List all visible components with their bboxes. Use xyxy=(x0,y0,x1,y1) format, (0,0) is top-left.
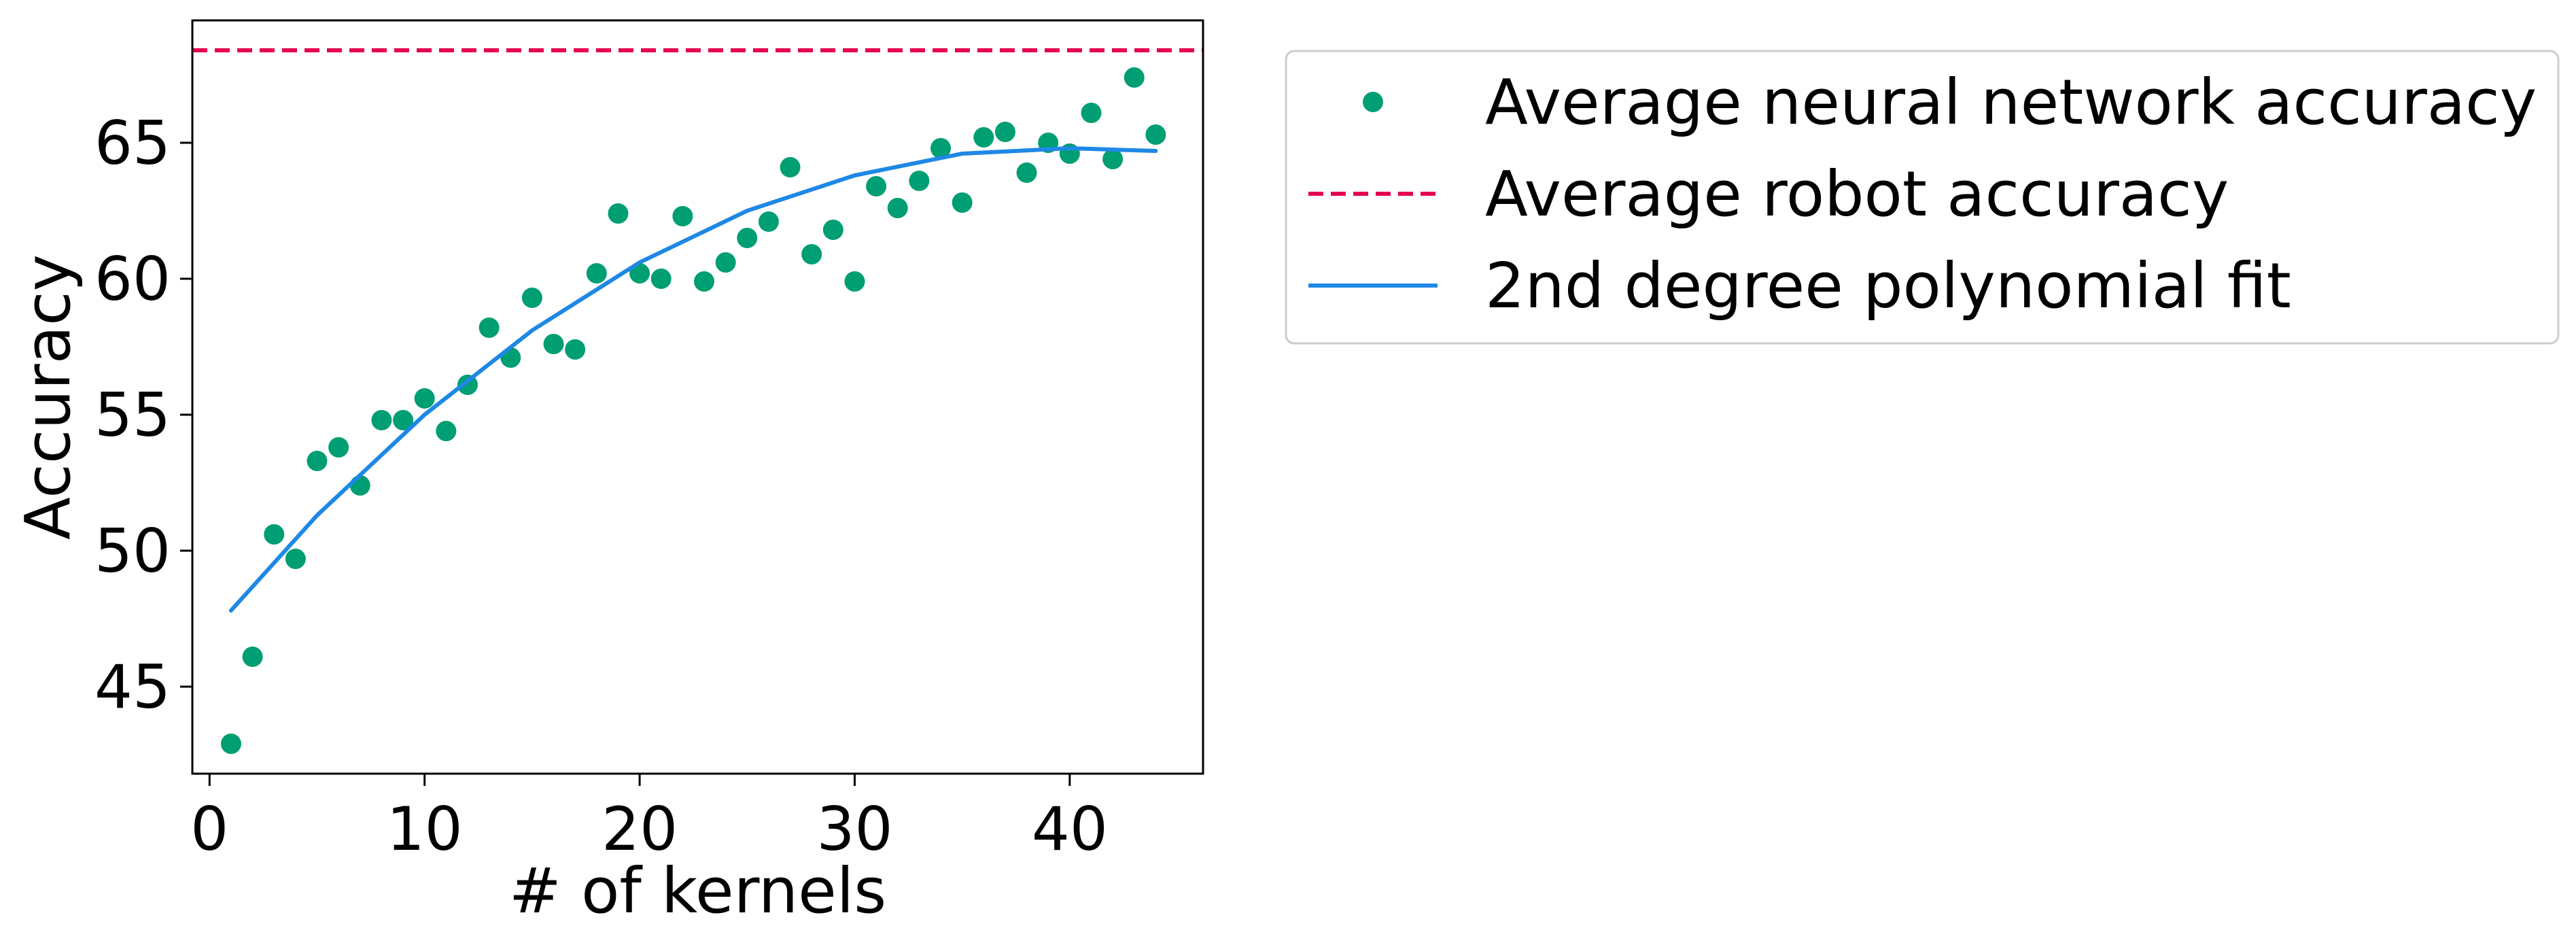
data-point xyxy=(436,421,457,441)
data-point xyxy=(521,288,542,308)
data-point xyxy=(608,203,629,224)
data-point xyxy=(715,252,736,273)
data-point xyxy=(457,375,478,395)
data-point xyxy=(930,138,952,158)
data-point xyxy=(349,475,370,496)
x-tick-label: 30 xyxy=(816,794,892,864)
data-point xyxy=(822,220,843,240)
y-tick-label: 45 xyxy=(94,652,171,722)
data-point xyxy=(1102,149,1124,169)
data-point xyxy=(650,269,672,289)
data-point xyxy=(1016,162,1037,183)
x-tick-label: 40 xyxy=(1032,794,1108,864)
data-point xyxy=(780,157,801,177)
data-point xyxy=(242,647,263,667)
legend-label-polynomial-fit: 2nd degree polynomial fit xyxy=(1485,250,2291,322)
y-axis-ticks: 45 50 55 60 65 xyxy=(94,108,192,722)
legend-label-robot: Average robot accuracy xyxy=(1485,158,2229,230)
data-point xyxy=(693,271,714,292)
x-tick-label: 10 xyxy=(387,794,463,864)
data-point xyxy=(909,171,930,191)
plot-marks xyxy=(192,48,1203,754)
y-tick-label: 50 xyxy=(94,516,171,586)
x-axis-ticks: 0 10 20 30 40 xyxy=(190,774,1108,864)
y-axis-label: Accuracy xyxy=(12,254,84,540)
legend-box xyxy=(1285,50,2560,345)
data-point xyxy=(1145,124,1166,145)
data-point xyxy=(994,122,1015,142)
y-tick-label: 55 xyxy=(94,380,171,450)
x-tick-label: 20 xyxy=(602,794,678,864)
data-point xyxy=(844,271,865,292)
data-point xyxy=(220,734,241,754)
data-point xyxy=(758,211,779,232)
x-tick-label: 0 xyxy=(190,794,228,864)
legend-label-neural-network: Average neural network accuracy xyxy=(1485,66,2537,139)
y-tick-label: 60 xyxy=(94,244,171,314)
data-point xyxy=(1081,103,1102,123)
data-point xyxy=(737,228,758,248)
polynomial-fit-line xyxy=(228,146,1158,613)
data-point xyxy=(952,192,973,213)
data-point xyxy=(973,127,994,148)
data-point xyxy=(285,549,306,569)
data-point xyxy=(565,339,586,360)
data-point xyxy=(543,334,564,354)
data-point xyxy=(887,198,908,218)
data-point xyxy=(1124,67,1145,88)
y-tick-label: 65 xyxy=(94,108,171,178)
data-point xyxy=(264,524,285,545)
data-point xyxy=(629,263,650,284)
plot-frame xyxy=(191,19,1204,775)
data-point xyxy=(393,410,414,430)
data-point xyxy=(672,206,693,226)
data-point xyxy=(414,388,435,409)
legend: Average neural network accuracy Average … xyxy=(1285,50,2560,345)
data-point xyxy=(371,410,392,430)
x-axis-label: # of kernels xyxy=(509,855,886,927)
data-point xyxy=(478,317,500,338)
data-point xyxy=(586,263,607,284)
legend-marker-neural-network xyxy=(1363,92,1383,112)
data-point xyxy=(328,437,349,458)
data-point xyxy=(307,451,328,471)
data-point xyxy=(866,176,887,196)
data-point xyxy=(801,244,822,264)
